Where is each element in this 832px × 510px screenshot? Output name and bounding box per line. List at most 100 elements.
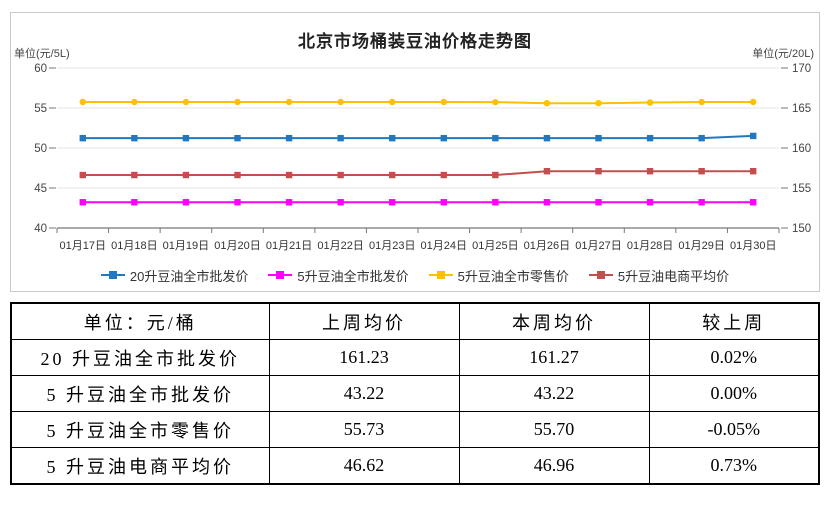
series-line	[82, 134, 754, 140]
series-3	[79, 168, 757, 179]
table-header-cell: 上周均价	[268, 302, 460, 340]
data-point	[646, 168, 654, 175]
table-cell: -0.05%	[648, 411, 820, 448]
data-point	[131, 199, 138, 206]
legend-marker-icon	[428, 271, 453, 279]
legend-label: 5升豆油全市零售价	[457, 268, 569, 284]
data-point	[389, 171, 396, 179]
table-row-label: 5 升豆油电商平均价	[10, 447, 270, 485]
legend-square	[276, 271, 285, 279]
x-axis-labels: 01月17日 01月18日 01月19日 01月20日 01月21日 01月22日 01月2…	[60, 240, 777, 252]
data-point	[646, 134, 654, 142]
x-axis-label: 01月21日	[266, 240, 312, 252]
table-cell: 161.23	[268, 339, 460, 376]
legend-item[interactable]: 5升豆油电商平均价	[588, 266, 729, 285]
left-tick-label: 40	[34, 223, 47, 235]
data-point	[79, 98, 86, 106]
data-point	[543, 168, 551, 175]
legend-item[interactable]: 5升豆油全市零售价	[428, 266, 569, 285]
x-axis-label: 01月18日	[111, 240, 157, 252]
series-line	[82, 170, 754, 177]
data-point	[595, 100, 602, 107]
data-point	[440, 171, 447, 179]
data-point	[131, 171, 138, 179]
series-line	[82, 101, 754, 105]
right-tick-label: 160	[792, 143, 811, 155]
legend-label: 5升豆油全市批发价	[297, 268, 409, 284]
data-point	[440, 98, 447, 106]
table-row-label: 20 升豆油全市批发价	[10, 339, 270, 376]
data-point	[234, 171, 241, 179]
data-point	[182, 171, 190, 179]
legend-marker-icon	[588, 271, 613, 279]
data-point	[79, 171, 86, 179]
x-axis-label: 01月24日	[421, 240, 467, 252]
data-point	[750, 199, 757, 206]
x-axis-label: 01月22日	[317, 240, 363, 252]
table-cell: 161.27	[458, 339, 650, 376]
legend-item[interactable]: 20升豆油全市批发价	[100, 266, 248, 285]
table-row-label: 5 升豆油全市批发价	[10, 375, 270, 412]
table-cell: 46.96	[458, 447, 650, 485]
right-axis-unit-label: 单位(元/20L)	[752, 48, 814, 60]
legend-square	[596, 271, 605, 279]
series-2	[79, 98, 757, 107]
legend-item[interactable]: 5升豆油全市批发价	[268, 266, 409, 285]
x-axis-label: 01月26日	[524, 240, 570, 252]
data-point	[234, 134, 241, 142]
data-point	[337, 171, 344, 179]
x-axis-label: 01月29日	[678, 240, 724, 252]
data-point	[182, 199, 190, 206]
data-point	[182, 98, 190, 106]
data-point	[750, 168, 757, 175]
x-axis-label: 01月25日	[472, 240, 518, 252]
data-point	[543, 100, 551, 107]
table-row-label: 5 升豆油全市零售价	[10, 411, 270, 448]
table-cell: 46.62	[268, 447, 460, 485]
data-point	[285, 171, 293, 179]
left-axis-unit-label: 单位(元/5L)	[14, 48, 70, 60]
table-cell: 0.02%	[648, 339, 820, 376]
data-point	[337, 98, 344, 106]
data-point	[234, 98, 241, 106]
x-axis-label: 01月20日	[214, 240, 260, 252]
data-point	[389, 199, 396, 206]
data-point	[79, 134, 86, 142]
x-axis-label: 01月23日	[369, 240, 415, 252]
data-point	[595, 134, 602, 142]
legend-marker-icon	[100, 271, 125, 279]
table-header-row: 单位：元/桶 上周均价 本周均价 较上周	[10, 302, 820, 340]
data-point	[492, 171, 499, 179]
table-cell: 43.22	[268, 375, 460, 412]
right-tick-label: 155	[792, 183, 811, 195]
axes: 60 170 55 165 50 160 45 155 40 150	[34, 63, 811, 235]
data-point	[79, 199, 86, 206]
data-point	[492, 134, 499, 142]
x-axis-label: 01月28日	[627, 240, 673, 252]
data-point	[646, 99, 654, 106]
price-table: 单位：元/桶 上周均价 本周均价 较上周 20 升豆油全市批发价 161.23 161.2…	[10, 302, 820, 485]
table-cell: 55.73	[268, 411, 460, 448]
data-point	[750, 132, 757, 140]
data-point	[337, 134, 344, 142]
data-point	[285, 199, 293, 206]
data-point	[337, 199, 344, 206]
x-axis-label: 01月27日	[575, 240, 621, 252]
x-axis-label: 01月30日	[730, 240, 776, 252]
data-point	[389, 134, 396, 142]
right-tick-label: 170	[792, 63, 811, 75]
series-0	[79, 132, 757, 142]
data-point	[750, 98, 757, 106]
legend-square	[108, 271, 117, 279]
data-point	[492, 98, 499, 106]
table-header-cell: 较上周	[648, 302, 820, 340]
data-point	[389, 98, 396, 106]
table-cell: 55.70	[458, 411, 650, 448]
chart-title: 北京市场桶装豆油价格走势图	[298, 32, 532, 51]
left-tick-label: 45	[34, 183, 47, 195]
data-point	[234, 199, 241, 206]
data-point	[543, 134, 551, 142]
data-point	[440, 134, 447, 142]
chart-panel: 60 170 55 165 50 160 45 155 40 150 01月17日 01月18日 01月…	[10, 12, 820, 292]
